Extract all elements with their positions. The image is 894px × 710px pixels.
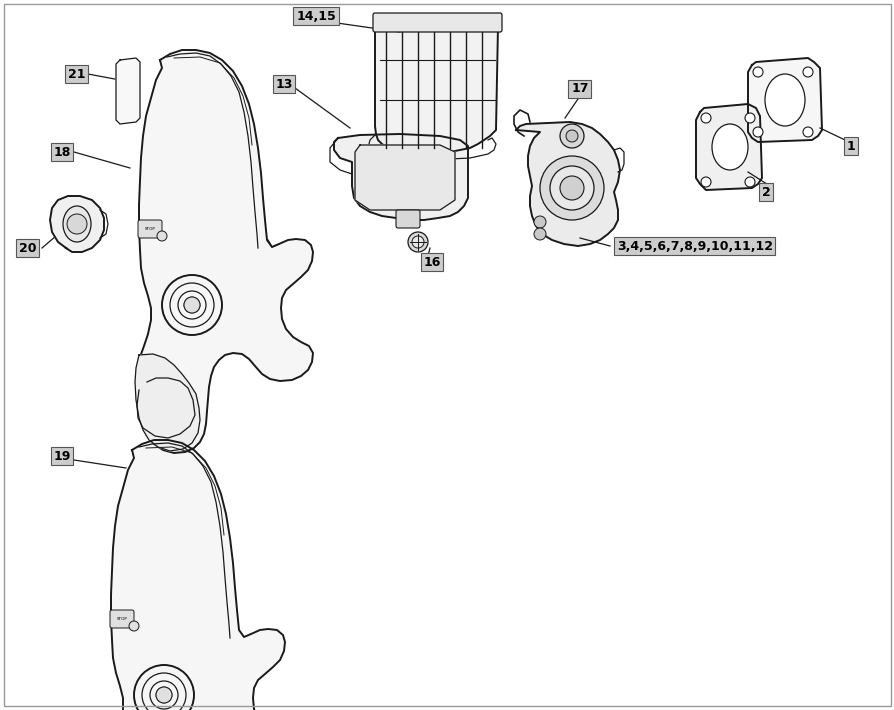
Polygon shape (135, 354, 199, 451)
Ellipse shape (712, 124, 747, 170)
Polygon shape (116, 58, 139, 124)
Circle shape (802, 67, 812, 77)
Polygon shape (136, 50, 313, 453)
Circle shape (67, 214, 87, 234)
Circle shape (550, 166, 594, 210)
Circle shape (565, 130, 578, 142)
Polygon shape (108, 440, 284, 710)
Text: 13: 13 (275, 77, 292, 90)
Polygon shape (333, 134, 468, 220)
Text: 17: 17 (570, 82, 588, 96)
Text: 16: 16 (423, 256, 440, 268)
Text: 20: 20 (20, 241, 37, 254)
Polygon shape (375, 20, 497, 155)
Circle shape (184, 297, 199, 313)
FancyBboxPatch shape (110, 610, 134, 628)
FancyBboxPatch shape (138, 220, 162, 238)
Circle shape (802, 127, 812, 137)
Text: 1: 1 (846, 139, 855, 153)
Circle shape (700, 113, 710, 123)
Circle shape (156, 687, 172, 703)
Text: 2: 2 (761, 185, 770, 199)
Circle shape (700, 177, 710, 187)
Ellipse shape (764, 74, 804, 126)
Polygon shape (516, 122, 620, 246)
Circle shape (752, 67, 763, 77)
Polygon shape (696, 104, 761, 190)
Circle shape (752, 127, 763, 137)
Circle shape (560, 124, 584, 148)
Text: STOP: STOP (116, 617, 127, 621)
Text: 3,4,5,6,7,8,9,10,11,12: 3,4,5,6,7,8,9,10,11,12 (616, 239, 772, 253)
Text: 19: 19 (54, 449, 71, 462)
Polygon shape (747, 58, 821, 142)
Circle shape (129, 621, 139, 631)
Circle shape (560, 176, 584, 200)
Circle shape (534, 228, 545, 240)
Circle shape (744, 177, 755, 187)
Text: 14,15: 14,15 (296, 9, 335, 23)
FancyBboxPatch shape (373, 13, 502, 32)
FancyBboxPatch shape (395, 210, 419, 228)
Circle shape (156, 231, 167, 241)
Text: 18: 18 (54, 146, 71, 158)
Circle shape (408, 232, 427, 252)
Circle shape (744, 113, 755, 123)
Polygon shape (50, 196, 104, 252)
Polygon shape (355, 145, 454, 210)
Text: 21: 21 (68, 67, 86, 80)
Circle shape (539, 156, 603, 220)
Ellipse shape (63, 206, 91, 242)
Text: STOP: STOP (145, 227, 156, 231)
Circle shape (411, 236, 424, 248)
Circle shape (534, 216, 545, 228)
